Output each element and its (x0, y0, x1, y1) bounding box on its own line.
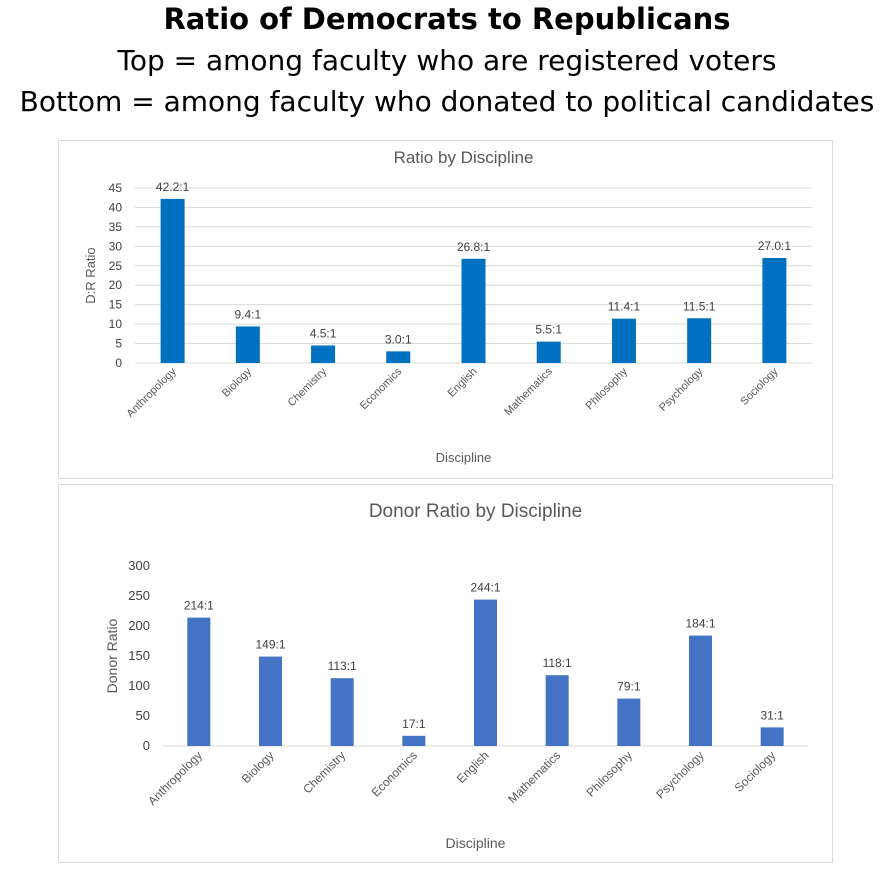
data-label: 9.4:1 (234, 307, 261, 321)
y-tick-label: 300 (128, 558, 150, 573)
bar-psychology (689, 635, 712, 746)
bar-mathematics (545, 675, 569, 746)
data-label: 42.2:1 (156, 180, 190, 194)
y-tick-label: 0 (115, 356, 122, 370)
chart-title: Donor Ratio by Discipline (369, 501, 582, 522)
bar-chemistry (311, 345, 336, 363)
y-tick-label: 250 (128, 588, 150, 603)
subtitle-top: Top = among faculty who are registered v… (117, 44, 777, 77)
y-tick-label: 45 (109, 181, 123, 195)
data-label: 149:1 (255, 638, 285, 652)
y-tick-label: 35 (109, 220, 123, 234)
y-tick-label: 10 (109, 317, 123, 331)
data-label: 27.0:1 (758, 239, 792, 253)
data-label: 4.5:1 (310, 327, 337, 341)
bar-sociology (760, 727, 784, 746)
bar-biology (235, 326, 260, 363)
data-label: 3.0:1 (385, 332, 412, 346)
data-label: 11.4:1 (608, 300, 641, 314)
bar-mathematics (536, 341, 561, 363)
y-tick-label: 200 (128, 618, 150, 633)
data-label: 5.5:1 (535, 323, 562, 337)
y-tick-label: 50 (136, 708, 150, 723)
bar-english (461, 258, 486, 363)
bar-anthropology (187, 617, 211, 746)
bar-psychology (687, 318, 712, 363)
data-label: 31:1 (760, 708, 784, 722)
y-tick-label: 5 (115, 337, 122, 351)
chart-title: Ratio by Discipline (394, 148, 534, 167)
y-tick-label: 100 (128, 678, 150, 693)
data-label: 214:1 (184, 599, 214, 613)
data-label: 17:1 (402, 717, 426, 731)
bar-economics (402, 735, 426, 746)
data-label: 79:1 (617, 680, 641, 694)
chart-border (58, 140, 833, 479)
x-axis-title: Discipline (446, 835, 506, 851)
data-label: 26.8:1 (457, 240, 491, 254)
y-tick-label: 40 (109, 200, 123, 214)
y-tick-label: 15 (109, 298, 123, 312)
y-axis-title: D:R Ratio (83, 247, 98, 303)
x-axis-title: Discipline (436, 450, 492, 465)
bar-sociology (762, 258, 787, 363)
y-tick-label: 0 (143, 738, 150, 753)
data-label: 244:1 (470, 581, 500, 595)
page-title: Ratio of Democrats to Republicans (163, 2, 731, 36)
bar-anthropology (160, 198, 185, 363)
y-tick-label: 20 (109, 278, 123, 292)
y-axis-title: Donor Ratio (104, 618, 120, 693)
bar-english (474, 599, 497, 746)
y-tick-label: 150 (128, 648, 150, 663)
voter-ratio-chart: Ratio by Discipline 0 5 10 15 20 25 30 35 40 45 42.… (58, 140, 833, 479)
chart-border (58, 484, 833, 863)
bar-biology (259, 656, 282, 746)
data-label: 184:1 (685, 617, 715, 631)
donor-ratio-chart: Donor Ratio by Discipline 0 50 100 150 200 250… (58, 484, 833, 863)
data-label: 118:1 (543, 656, 572, 670)
y-tick-label: 25 (109, 259, 123, 273)
bar-philosophy (617, 698, 641, 746)
bar-economics (386, 351, 411, 363)
data-label: 11.5:1 (683, 299, 716, 313)
y-tick-label: 30 (109, 239, 123, 253)
subtitle-bottom: Bottom = among faculty who donated to po… (19, 85, 875, 118)
data-label: 113:1 (328, 659, 357, 673)
bar-philosophy (611, 318, 636, 363)
bar-chemistry (330, 678, 354, 746)
